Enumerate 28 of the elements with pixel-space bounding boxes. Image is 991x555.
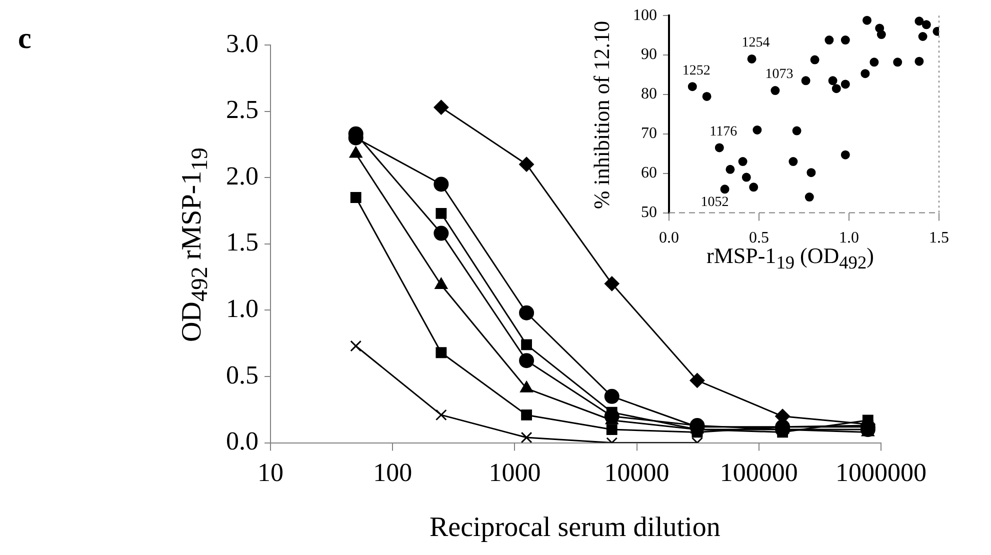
x-tick-label: 1000 <box>488 458 541 488</box>
annotation: 1176 <box>710 124 738 140</box>
y-axis-title: % inhibition of 12.10 <box>589 20 616 210</box>
x-tick-label: 100000 <box>720 458 798 488</box>
x-tick-label: 1000000 <box>836 458 926 488</box>
y-tick-label: 90 <box>641 46 657 64</box>
y-tick-label: 100 <box>633 6 657 24</box>
y-tick-label: 3.0 <box>226 28 258 58</box>
x-tick-label: 10 <box>258 458 284 488</box>
y-tick-label: 2.5 <box>226 95 258 124</box>
y-tick-label: 2.0 <box>226 161 258 190</box>
x-axis-title: Reciprocal serum dilution <box>430 512 720 544</box>
annotation: 1254 <box>742 36 770 51</box>
annotation: 1073 <box>765 67 794 82</box>
x-tick-label: 100 <box>373 458 412 488</box>
y-tick-label: 70 <box>641 125 657 142</box>
x-tick-label: 0.0 <box>659 230 679 247</box>
x-tick-label: 1.5 <box>929 230 949 247</box>
y-tick-label: 60 <box>641 164 657 182</box>
annotation: 1252 <box>682 63 710 78</box>
y-tick-label: 0.5 <box>226 360 258 390</box>
y-tick-label: 0.0 <box>226 426 258 456</box>
y-tick-label: 1.0 <box>226 294 258 324</box>
annotation: 1052 <box>700 194 729 210</box>
y-tick-label: 80 <box>641 86 657 103</box>
text: c <box>18 22 32 56</box>
x-tick-label: 10000 <box>604 458 670 488</box>
y-tick-label: 50 <box>641 204 657 222</box>
